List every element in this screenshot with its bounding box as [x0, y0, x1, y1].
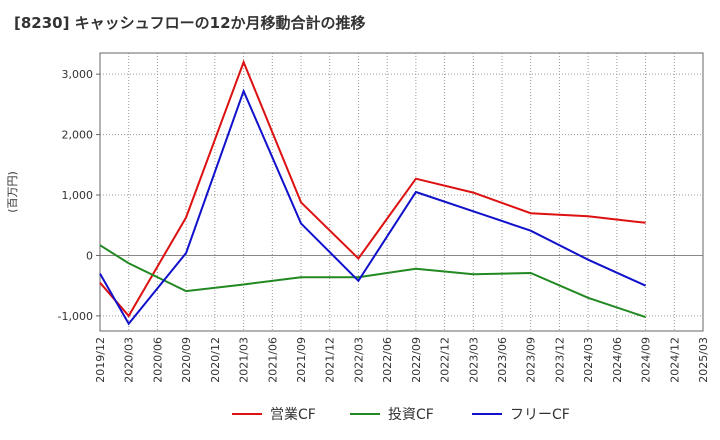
x-tick-label: 2020/06	[151, 337, 164, 383]
x-tick-label: 2021/12	[324, 337, 337, 383]
x-tick-label: 2019/12	[94, 337, 107, 383]
x-tick-label: 2023/09	[525, 337, 538, 383]
x-tick-label: 2020/12	[209, 337, 222, 383]
x-tick-label: 2023/12	[553, 337, 566, 383]
legend-label-1: 営業CF	[270, 407, 316, 423]
x-tick-label: 2022/06	[381, 337, 394, 383]
x-tick-label: 2024/03	[582, 337, 595, 383]
x-tick-label: 2024/06	[611, 337, 624, 383]
x-tick-label: 2021/09	[295, 337, 308, 383]
legend-label-3: フリーCF	[510, 407, 570, 423]
x-tick-label: 2024/12	[668, 337, 681, 383]
x-tick-label: 2022/12	[439, 337, 452, 383]
chart-title: [8230] キャッシュフローの12か月移動合計の推移	[14, 14, 366, 32]
y-tick-label: 1,000	[62, 189, 94, 202]
x-tick-label: 2024/09	[640, 337, 653, 383]
plot-area	[100, 53, 703, 331]
series-line-2	[99, 244, 646, 319]
x-tick-label: 2022/03	[352, 337, 365, 383]
y-tick-label: 2,000	[62, 129, 94, 142]
series-line-1	[99, 59, 646, 318]
legend-label-2: 投資CF	[388, 407, 434, 423]
x-tick-label: 2023/03	[467, 337, 480, 383]
y-tick-label: 3,000	[62, 68, 94, 81]
x-tick-label: 2020/09	[180, 337, 193, 383]
x-tick-label: 2023/06	[496, 337, 509, 383]
y-tick-label: 0	[86, 249, 93, 262]
series-line-3	[99, 88, 647, 326]
y-axis-label: (百万円)	[6, 171, 19, 213]
x-tick-label: 2020/03	[123, 337, 136, 383]
plot-frame	[99, 52, 704, 332]
y-tick-label: -1,000	[58, 310, 93, 323]
x-tick-label: 2021/03	[238, 337, 251, 383]
x-tick-label: 2025/03	[697, 337, 710, 383]
x-tick-label: 2022/09	[410, 337, 423, 383]
x-tick-label: 2021/06	[266, 337, 279, 383]
